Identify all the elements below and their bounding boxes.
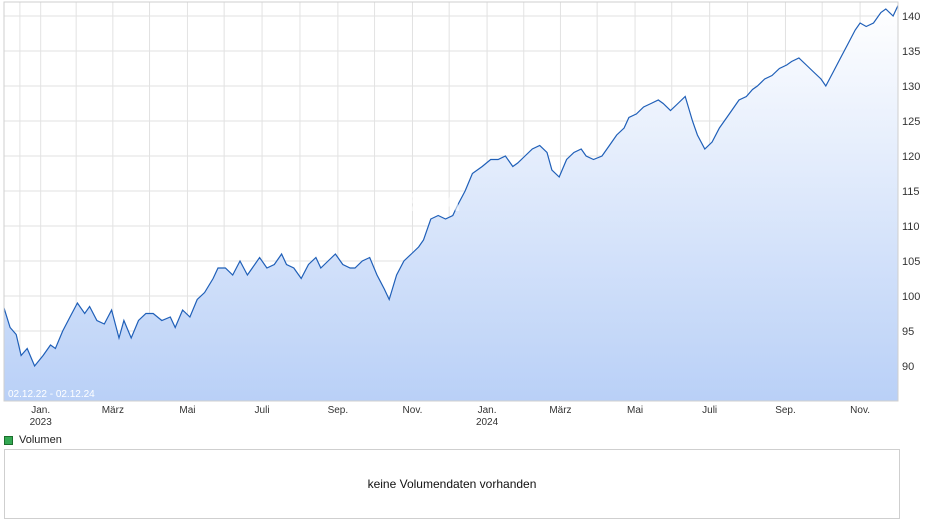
y-tick-label: 140 <box>902 11 920 23</box>
volume-swatch-icon <box>4 435 13 445</box>
x-tick-label: Jan. <box>478 405 497 416</box>
price-chart: ARIVA 02.12.22 - 02.12.24 90 95 100 105 110 1… <box>3 1 920 428</box>
y-tick-label: 125 <box>902 116 920 128</box>
ariva-watermark: ARIVA <box>377 187 462 217</box>
volume-legend-label: Volumen <box>19 434 62 446</box>
volume-panel: keine Volumendaten vorhanden <box>4 449 900 519</box>
y-tick-label: 115 <box>902 186 920 198</box>
x-tick-label: März <box>102 405 124 416</box>
x-tick-year-label: 2024 <box>476 417 499 428</box>
x-tick-label: Jan. <box>31 405 50 416</box>
x-tick-label: Juli <box>255 405 270 416</box>
y-axis-ticks: 90 95 100 105 110 115 120 125 130 135 140 <box>902 11 920 373</box>
y-tick-label: 135 <box>902 46 920 58</box>
x-tick-label: Juli <box>702 405 717 416</box>
x-tick-year-label: 2023 <box>30 417 53 428</box>
x-tick-label: Sep. <box>775 405 796 416</box>
x-tick-label: Nov. <box>850 405 870 416</box>
y-tick-label: 100 <box>902 291 920 303</box>
y-tick-label: 130 <box>902 81 920 93</box>
volume-empty-message: keine Volumendaten vorhanden <box>367 477 537 491</box>
volume-legend: Volumen <box>4 434 62 446</box>
x-tick-label: Sep. <box>328 405 349 416</box>
date-range-label: 02.12.22 - 02.12.24 <box>8 389 95 400</box>
price-area <box>4 5 898 401</box>
y-tick-label: 90 <box>902 361 914 373</box>
y-tick-label: 120 <box>902 151 920 163</box>
x-tick-label: Nov. <box>403 405 423 416</box>
x-tick-label: Mai <box>627 405 643 416</box>
x-tick-label: März <box>549 405 571 416</box>
y-tick-label: 110 <box>902 221 920 233</box>
y-tick-label: 95 <box>902 326 914 338</box>
y-tick-label: 105 <box>902 256 920 268</box>
x-tick-label: Mai <box>179 405 195 416</box>
plot-frame <box>3 1 899 402</box>
price-line <box>3 5 899 368</box>
